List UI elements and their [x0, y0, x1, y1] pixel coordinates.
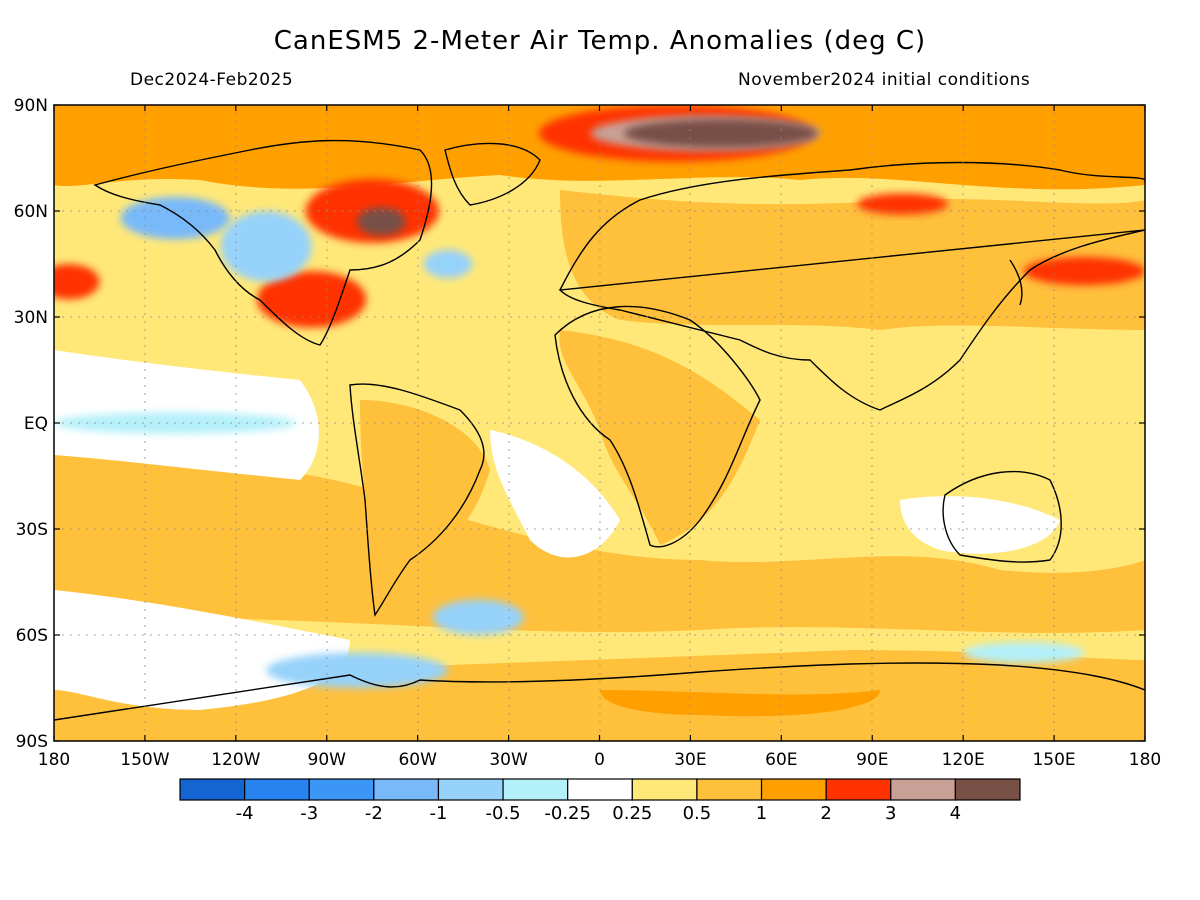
longitude-labels: 180 150W 120W 90W 60W 30W 0 30E 60E 90E 120E 150E 18… [38, 750, 1161, 770]
anomaly-region-1 [357, 207, 406, 236]
anomaly-region-13 [266, 652, 448, 688]
lon-label: 90E [856, 750, 888, 770]
legend-swatch [502, 778, 569, 801]
color-scale-labels: -4 -3 -2 -1 -0.5 -0.25 0.25 0.5 1 2 3 4 [236, 803, 961, 824]
anomaly-region-11 [423, 249, 473, 279]
legend-label: -3 [300, 803, 318, 824]
legend-label: 4 [950, 803, 961, 824]
legend-swatch [760, 778, 827, 801]
legend-swatch [696, 778, 763, 801]
lon-label: 120E [942, 750, 985, 770]
africa-coast [554, 305, 761, 548]
lon-label: 150E [1032, 750, 1075, 770]
legend-swatch [890, 778, 956, 801]
lat-label: 90N [14, 96, 48, 116]
lon-label: 30E [674, 750, 706, 770]
lon-label: 180 [1129, 750, 1161, 770]
anomaly-region-6 [623, 119, 818, 148]
lon-label: 120W [211, 750, 260, 770]
anomaly-region-10 [220, 211, 312, 282]
africa-warm-region [559, 330, 760, 545]
anomaly-region-7 [857, 193, 949, 215]
legend-swatch [179, 778, 246, 801]
legend-label: 3 [885, 803, 896, 824]
anomaly-region-8 [1023, 256, 1145, 286]
season-label: Dec2024-Feb2025 [130, 70, 294, 90]
lat-label: 30S [16, 520, 48, 540]
lon-label: 150W [120, 750, 169, 770]
latitude-labels: 90N 60N 30N EQ 30S 60S 90S [14, 96, 48, 752]
australia-neutral [900, 496, 1060, 554]
lat-label: 60S [16, 626, 48, 646]
anomaly-region-3 [54, 264, 100, 300]
legend-label: 0.5 [683, 803, 712, 824]
legend-label: 1 [756, 803, 767, 824]
legend-swatch [567, 778, 633, 801]
latitude-ticks [54, 104, 1145, 742]
anomaly-regions [54, 105, 1145, 688]
southern-ocean-warm-band [54, 440, 1145, 633]
lon-label: 60W [398, 750, 437, 770]
eurasia-coast [558, 161, 1145, 411]
lat-label: EQ [24, 414, 48, 434]
legend-swatch [825, 778, 892, 801]
south-america-coast [349, 383, 485, 617]
lon-label: 90W [308, 750, 347, 770]
antarctica-coast [54, 662, 1145, 721]
legend-swatch [954, 778, 1021, 801]
legend-swatch [308, 778, 375, 801]
longitude-ticks [53, 105, 1146, 741]
anomaly-region-14 [432, 599, 524, 635]
south-pacific-neutral [54, 590, 350, 710]
legend-swatch [244, 778, 310, 801]
japan-coast [1009, 259, 1023, 306]
anomaly-field [54, 105, 1145, 741]
legend-swatch [373, 778, 440, 801]
lon-label: 0 [594, 750, 605, 770]
anomaly-region-2 [257, 271, 367, 328]
legend-label: -0.25 [544, 803, 591, 824]
legend-label: -2 [365, 803, 383, 824]
legend-swatch [631, 778, 698, 801]
lon-label: 30W [489, 750, 528, 770]
legend-label: -0.5 [486, 803, 521, 824]
legend-label: 2 [820, 803, 831, 824]
legend-label: -1 [429, 803, 447, 824]
antarctic-warm-patch [600, 690, 880, 717]
legend-swatch [437, 778, 504, 801]
lat-label: 30N [14, 308, 48, 328]
lat-label: 90S [16, 732, 48, 752]
lat-label: 60N [14, 202, 48, 222]
north-america-coast [93, 139, 433, 346]
coastlines [54, 139, 1145, 721]
australia-coast [942, 470, 1062, 563]
initial-conditions-label: November2024 initial conditions [738, 70, 1031, 90]
south-atlantic-neutral [490, 430, 620, 558]
greenland-coast [444, 142, 541, 206]
color-scale-legend [179, 778, 1021, 801]
legend-label: 0.25 [612, 803, 652, 824]
map-title: CanESM5 2-Meter Air Temp. Anomalies (deg… [273, 26, 927, 56]
graticule [54, 105, 1145, 741]
anomaly-region-15 [963, 642, 1085, 664]
lon-label: 180 [38, 750, 70, 770]
anomaly-region-9 [120, 196, 230, 240]
legend-label: -4 [236, 803, 254, 824]
lon-label: 60E [765, 750, 797, 770]
